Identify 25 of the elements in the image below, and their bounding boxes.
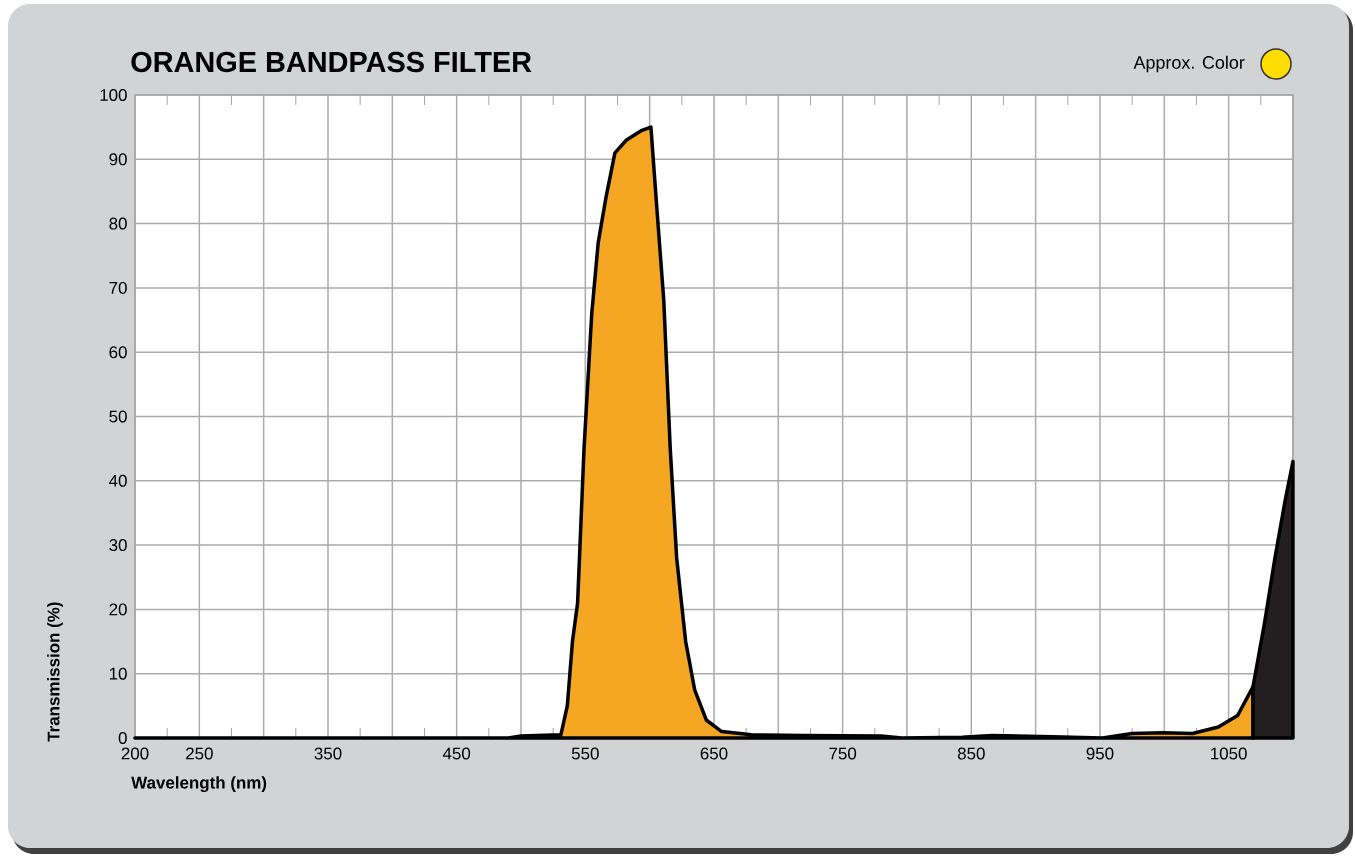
y-axis-title: Transmission (%) [47,602,63,742]
y-tick-label: 40 [109,474,127,487]
text: Approx. Color [1133,55,1245,73]
x-tick-label: 650 [700,747,728,760]
y-tick-label: 70 [109,281,127,294]
y-tick-label: 0 [118,732,127,744]
x-axis-title: Wavelength (nm) [131,776,267,793]
y-tick-label: 20 [109,603,127,616]
x-tick-label: 950 [1086,747,1114,760]
y-tick-label: 90 [109,153,127,166]
y-tick-label: 60 [109,346,127,359]
y-tick-label: 50 [109,410,127,423]
x-tick-label: 450 [442,747,471,760]
x-tick-label: 550 [571,747,599,760]
y-tick-label: 30 [109,539,127,552]
x-tick-label: 250 [186,747,213,760]
x-tick-label: 350 [314,747,342,760]
x-tick-label: 1050 [1211,747,1247,760]
x-tick-label: 750 [829,747,857,760]
chart-title: ORANGE BANDPASS FILTER [131,51,532,73]
x-tick-label: 850 [957,747,985,760]
y-tick-label: 80 [109,217,127,230]
x-tick-label: 200 [121,747,149,760]
y-tick-label: 100 [100,88,127,101]
y-tick-label: 10 [109,667,127,680]
